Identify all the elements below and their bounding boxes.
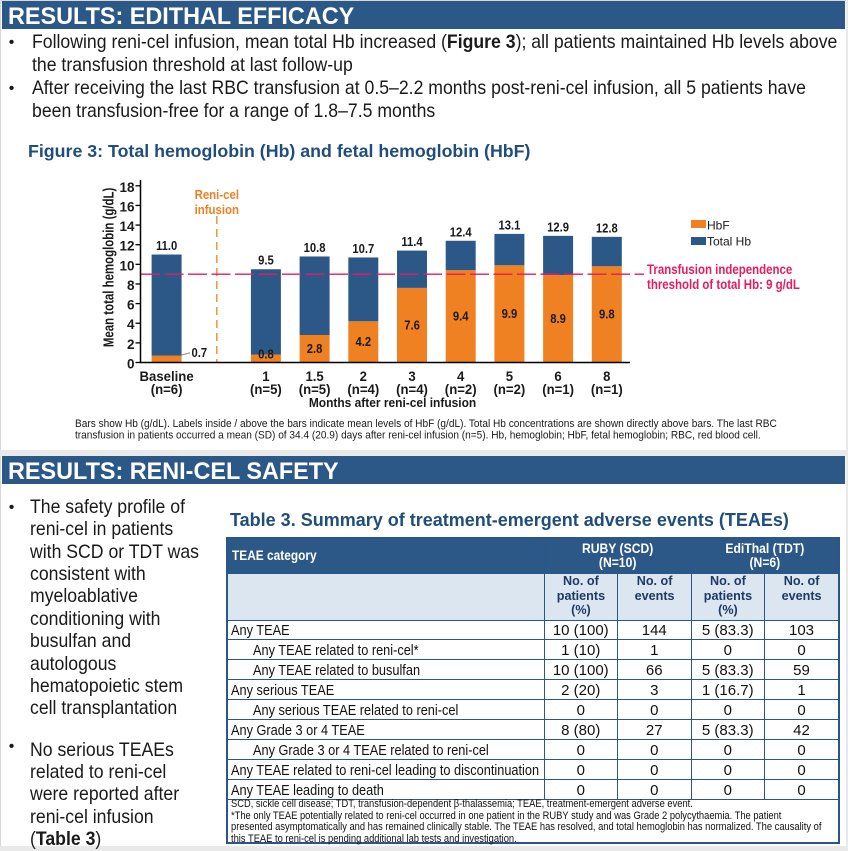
svg-text:HbF: HbF (707, 219, 730, 233)
svg-text:Reni-cel: Reni-cel (195, 187, 239, 202)
svg-text:(n=4): (n=4) (347, 382, 379, 397)
svg-text:Months after reni-cel infusion: Months after reni-cel infusion (309, 395, 476, 410)
svg-text:transfusion in patients occurr: transfusion in patients occurred a mean … (75, 429, 761, 441)
svg-text:12.4: 12.4 (450, 225, 472, 240)
svg-text:4.2: 4.2 (355, 335, 371, 350)
svg-text:13.1: 13.1 (498, 218, 520, 233)
svg-text:9.9: 9.9 (502, 307, 518, 322)
svg-text:8: 8 (127, 278, 135, 293)
svg-text:(n=2): (n=2) (445, 382, 477, 397)
svg-text:10.7: 10.7 (352, 241, 374, 256)
svg-text:14: 14 (119, 219, 135, 234)
svg-text:4: 4 (127, 317, 135, 332)
svg-text:6: 6 (554, 368, 562, 383)
svg-text:5: 5 (506, 368, 514, 383)
svg-text:(n=6): (n=6) (151, 382, 183, 397)
svg-text:9.8: 9.8 (599, 307, 615, 322)
svg-text:1.5: 1.5 (305, 368, 324, 383)
svg-text:18: 18 (119, 180, 135, 195)
svg-text:(n=1): (n=1) (542, 382, 574, 397)
svg-text:12: 12 (119, 239, 134, 254)
svg-text:2: 2 (360, 368, 368, 383)
svg-text:11.4: 11.4 (401, 235, 423, 250)
svg-text:7.6: 7.6 (404, 318, 420, 333)
svg-text:4: 4 (457, 368, 465, 383)
svg-text:2: 2 (127, 337, 135, 352)
svg-text:0.8: 0.8 (258, 347, 274, 362)
svg-text:0.7: 0.7 (192, 345, 208, 360)
svg-text:infusion: infusion (195, 202, 239, 217)
svg-text:12.9: 12.9 (547, 220, 569, 235)
svg-text:threshold of total Hb: 9 g/dL: threshold of total Hb: 9 g/dL (647, 277, 800, 292)
svg-text:0: 0 (127, 357, 135, 372)
svg-text:9.5: 9.5 (258, 253, 274, 268)
svg-text:6: 6 (127, 298, 135, 313)
svg-text:(n=4): (n=4) (396, 382, 428, 397)
svg-text:Total Hb: Total Hb (707, 235, 751, 249)
svg-text:9.4: 9.4 (453, 309, 469, 324)
svg-text:16: 16 (119, 199, 135, 214)
svg-text:(n=2): (n=2) (494, 382, 526, 397)
svg-text:(n=5): (n=5) (250, 382, 282, 397)
svg-text:Baseline: Baseline (140, 368, 195, 383)
svg-text:Transfusion independence: Transfusion independence (647, 262, 792, 277)
svg-text:Mean total hemoglobin (g/dL): Mean total hemoglobin (g/dL) (100, 188, 117, 347)
svg-text:10: 10 (119, 258, 134, 273)
svg-text:Bars show Hb (g/dL). Labels in: Bars show Hb (g/dL). Labels inside / abo… (75, 418, 777, 430)
svg-text:8: 8 (603, 368, 611, 383)
svg-text:11.0: 11.0 (156, 238, 178, 253)
svg-text:10.8: 10.8 (304, 240, 326, 255)
svg-text:2.8: 2.8 (307, 342, 323, 357)
svg-text:3: 3 (408, 368, 416, 383)
svg-text:12.8: 12.8 (596, 221, 618, 236)
svg-text:(n=5): (n=5) (299, 382, 331, 397)
svg-text:(n=1): (n=1) (591, 382, 623, 397)
svg-text:8.9: 8.9 (550, 312, 566, 327)
svg-text:1: 1 (262, 368, 270, 383)
